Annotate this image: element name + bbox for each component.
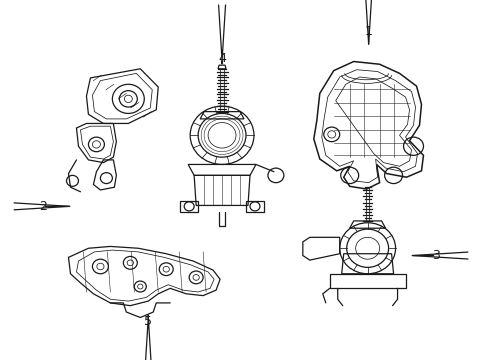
Text: 5: 5 — [144, 315, 152, 328]
Text: 4: 4 — [218, 52, 225, 65]
Text: 2: 2 — [39, 200, 46, 213]
Text: 1: 1 — [364, 25, 372, 38]
Text: 3: 3 — [431, 249, 440, 262]
